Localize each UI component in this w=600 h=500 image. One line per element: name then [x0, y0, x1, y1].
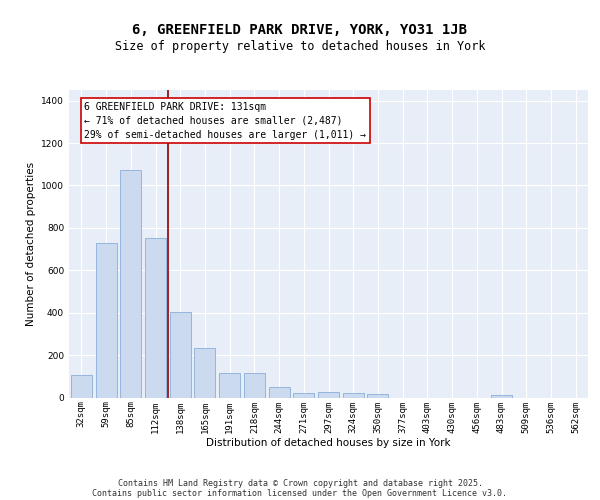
Bar	[491, 396, 512, 398]
Bar	[95, 242, 116, 398]
Bar	[293, 393, 314, 398]
Bar	[219, 373, 240, 398]
Y-axis label: Number of detached properties: Number of detached properties	[26, 162, 35, 326]
Text: 6, GREENFIELD PARK DRIVE, YORK, YO31 1JB: 6, GREENFIELD PARK DRIVE, YORK, YO31 1JB	[133, 22, 467, 36]
X-axis label: Distribution of detached houses by size in York: Distribution of detached houses by size …	[206, 438, 451, 448]
Bar	[145, 238, 166, 398]
Bar	[244, 373, 265, 398]
Bar	[343, 393, 364, 398]
Text: Contains public sector information licensed under the Open Government Licence v3: Contains public sector information licen…	[92, 488, 508, 498]
Bar	[269, 388, 290, 398]
Bar	[120, 170, 141, 398]
Bar	[170, 312, 191, 398]
Text: Size of property relative to detached houses in York: Size of property relative to detached ho…	[115, 40, 485, 53]
Bar	[71, 375, 92, 398]
Bar	[194, 348, 215, 398]
Bar	[318, 392, 339, 398]
Text: Contains HM Land Registry data © Crown copyright and database right 2025.: Contains HM Land Registry data © Crown c…	[118, 478, 482, 488]
Bar	[367, 394, 388, 398]
Text: 6 GREENFIELD PARK DRIVE: 131sqm
← 71% of detached houses are smaller (2,487)
29%: 6 GREENFIELD PARK DRIVE: 131sqm ← 71% of…	[85, 102, 367, 140]
